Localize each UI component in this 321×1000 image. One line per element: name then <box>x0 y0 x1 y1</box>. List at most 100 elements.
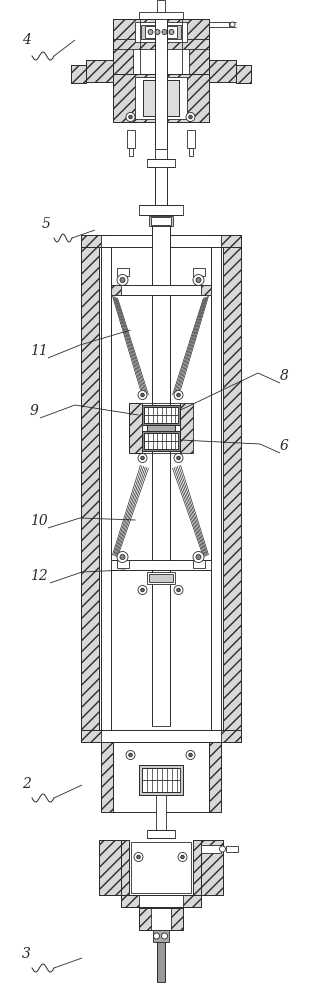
Bar <box>193 840 201 895</box>
Bar <box>141 25 180 39</box>
Bar <box>112 39 133 74</box>
Bar <box>187 130 195 148</box>
Bar <box>146 830 175 838</box>
Bar <box>99 840 120 895</box>
Bar <box>193 268 204 276</box>
Text: 8: 8 <box>280 369 289 383</box>
Bar <box>81 235 100 247</box>
Bar <box>157 0 164 12</box>
Text: 11: 11 <box>30 344 48 358</box>
Bar <box>142 405 179 425</box>
Circle shape <box>138 390 147 399</box>
Bar <box>143 407 178 423</box>
Circle shape <box>155 29 160 34</box>
Bar <box>81 730 240 742</box>
Bar <box>157 942 164 982</box>
Circle shape <box>177 456 180 460</box>
Circle shape <box>189 115 192 119</box>
Bar <box>222 235 240 730</box>
Bar <box>183 895 201 907</box>
Circle shape <box>169 29 174 34</box>
Circle shape <box>117 552 128 562</box>
Circle shape <box>120 277 125 282</box>
Circle shape <box>178 852 187 861</box>
Bar <box>131 842 190 893</box>
Text: 2: 2 <box>22 777 31 791</box>
Bar <box>188 39 209 74</box>
Circle shape <box>141 393 144 397</box>
Bar <box>81 235 99 730</box>
Bar <box>71 65 85 83</box>
Bar <box>143 80 178 116</box>
Circle shape <box>138 454 147 462</box>
Bar <box>71 65 85 83</box>
Bar <box>138 908 183 930</box>
Bar <box>128 403 179 453</box>
Bar <box>128 403 142 453</box>
Bar <box>146 425 175 431</box>
Bar <box>142 431 179 451</box>
Circle shape <box>186 112 195 121</box>
Bar <box>112 19 209 74</box>
Bar <box>143 80 178 116</box>
Bar <box>193 560 204 568</box>
Circle shape <box>196 554 201 560</box>
Circle shape <box>141 588 144 592</box>
Circle shape <box>162 29 167 34</box>
Bar <box>193 840 201 895</box>
Bar <box>181 19 209 74</box>
Bar <box>225 846 238 852</box>
Bar <box>146 159 175 167</box>
Bar <box>100 235 110 730</box>
Circle shape <box>181 855 184 859</box>
Circle shape <box>138 585 147 594</box>
Bar <box>112 74 209 122</box>
Bar <box>236 65 250 83</box>
Bar <box>138 205 183 215</box>
Bar <box>211 235 221 730</box>
Bar <box>99 840 120 895</box>
Circle shape <box>129 753 132 757</box>
Bar <box>112 742 209 812</box>
Bar <box>120 895 201 907</box>
Bar <box>110 560 211 570</box>
Bar <box>138 765 183 795</box>
Bar <box>120 840 128 895</box>
Circle shape <box>126 112 135 121</box>
Circle shape <box>174 390 183 399</box>
Bar <box>201 840 222 895</box>
Bar <box>201 845 221 853</box>
Bar <box>149 216 172 226</box>
Bar <box>222 235 240 730</box>
Bar <box>236 65 250 83</box>
Text: 5: 5 <box>42 217 51 231</box>
Circle shape <box>120 554 125 560</box>
Bar <box>146 572 175 584</box>
Bar <box>209 60 236 82</box>
Bar <box>81 730 100 742</box>
Bar <box>117 268 128 276</box>
Circle shape <box>126 750 135 760</box>
Bar <box>151 217 170 225</box>
Circle shape <box>193 274 204 286</box>
Bar <box>85 60 112 82</box>
Bar <box>117 560 128 568</box>
Bar <box>201 840 222 895</box>
Bar <box>120 840 128 895</box>
Text: 4: 4 <box>22 33 31 47</box>
Bar <box>179 403 193 453</box>
Bar <box>100 742 112 812</box>
Circle shape <box>129 115 132 119</box>
Bar <box>154 19 167 149</box>
Bar <box>143 433 178 449</box>
Bar <box>154 149 167 159</box>
Bar <box>81 235 240 247</box>
Circle shape <box>196 277 201 282</box>
Bar <box>142 431 179 451</box>
Circle shape <box>148 29 153 34</box>
Bar <box>188 148 193 156</box>
Bar <box>152 930 169 942</box>
Bar <box>112 19 140 74</box>
Bar <box>138 908 151 930</box>
Circle shape <box>141 456 144 460</box>
